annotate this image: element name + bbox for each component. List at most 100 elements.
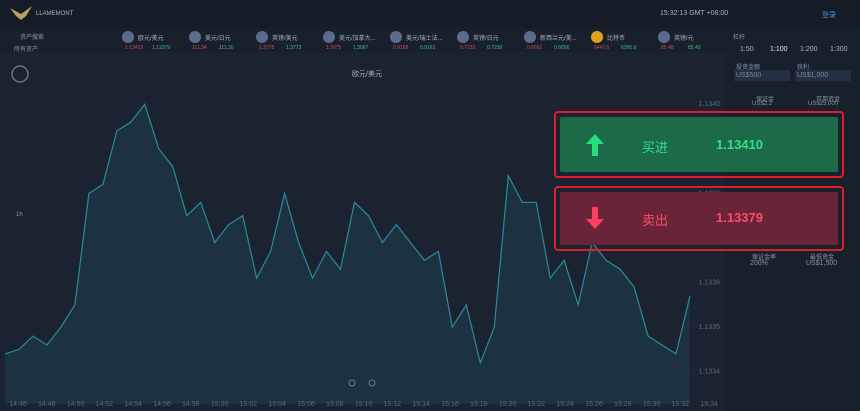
- chart-tool[interactable]: [11, 65, 29, 83]
- x-tick-label: 14:56: [153, 401, 171, 408]
- ratio-value: 200%: [750, 260, 768, 267]
- min-label: 最低资金: [810, 255, 835, 261]
- ticker-ask: 0.9163: [420, 45, 436, 51]
- x-tick-label: 14:54: [124, 401, 142, 408]
- invest-value[interactable]: US$500: [734, 70, 790, 81]
- leverage-label: 杠杆: [733, 35, 746, 41]
- x-tick-label: 14:50: [67, 401, 85, 408]
- profit-value: US$1,000: [795, 70, 851, 81]
- ticker-icon[interactable]: [390, 31, 402, 43]
- interval[interactable]: 1h: [16, 212, 23, 218]
- ticker-name[interactable]: 比特币: [607, 36, 626, 42]
- invest-label: 投资金额: [736, 65, 761, 71]
- x-tick-label: 15:08: [326, 401, 344, 408]
- ticker-ask: 1.13379: [152, 45, 171, 51]
- ticker-ask: 111.30: [219, 45, 234, 51]
- ticker-icon[interactable]: [457, 31, 469, 43]
- ticker-icon[interactable]: [256, 31, 268, 43]
- x-tick-label: 14:48: [38, 401, 56, 408]
- x-tick-label: 15:18: [470, 401, 488, 408]
- ticker-bid: 6447.5: [594, 45, 610, 51]
- leverage-option[interactable]: 1:50: [740, 46, 754, 53]
- ticker-bid: 0.6661: [527, 45, 543, 51]
- leverage-option[interactable]: 1:100: [770, 46, 788, 53]
- asset-filter[interactable]: 所有资产: [14, 47, 39, 53]
- ticker-bid: 0.9168: [393, 45, 409, 51]
- ticker-ask: 6395.6: [621, 45, 637, 51]
- x-tick-label: 15:14: [412, 401, 430, 408]
- ticker-name[interactable]: 英镑/日元: [473, 36, 499, 42]
- buy-label: 买进: [642, 140, 669, 155]
- ticker-icon[interactable]: [658, 31, 670, 43]
- x-tick-label: 15:28: [614, 401, 632, 408]
- sell-label: 卖出: [642, 213, 669, 228]
- logo-text: LLAMEMONT: [36, 11, 74, 17]
- ticker-icon[interactable]: [122, 31, 134, 43]
- ticker-name[interactable]: 英镑/美元: [272, 36, 298, 42]
- x-tick-label: 15:26: [585, 401, 603, 408]
- x-tick-label: 15:04: [268, 401, 286, 408]
- ticker-bid: 1.13413: [125, 45, 144, 51]
- margin-value: US$2.2: [752, 101, 773, 107]
- ticker-name[interactable]: 新西兰元/美...: [540, 36, 577, 42]
- down-arrow: [586, 207, 604, 229]
- y-tick-label: 1.1336: [699, 279, 721, 286]
- funds-value: US$25,000: [808, 101, 839, 107]
- sell-price: 1.13379: [716, 210, 763, 225]
- ticker-bid: 111.34: [192, 45, 207, 51]
- ticker-name[interactable]: 欧元/美元: [138, 36, 164, 42]
- leverage-option[interactable]: 1:300: [830, 46, 848, 53]
- x-tick-label: 14:46: [9, 401, 27, 408]
- y-tick-label: 1.1334: [699, 369, 721, 376]
- x-tick-label: 15:02: [240, 401, 258, 408]
- x-tick-label: 15:06: [297, 401, 315, 408]
- x-tick-label: 15:24: [556, 401, 574, 408]
- ticker-icon[interactable]: [189, 31, 201, 43]
- x-tick-label: 14:58: [182, 401, 200, 408]
- ticker-name[interactable]: 英镑/元: [674, 36, 694, 42]
- x-tick-label: 15:32: [672, 401, 690, 408]
- ticker-icon[interactable]: [524, 31, 536, 43]
- top-bar: [0, 0, 860, 28]
- ticker-bid: 85.48: [661, 45, 674, 51]
- x-tick-label: 15:20: [499, 401, 517, 408]
- y-tick-label: 1.1340: [699, 101, 721, 108]
- ticker-icon[interactable]: [591, 31, 603, 43]
- ticker-name[interactable]: 美元/日元: [205, 36, 231, 42]
- price-line: [4, 103, 691, 365]
- ticker-bid: 1.3775: [259, 45, 275, 51]
- x-tick-label: 15:12: [384, 401, 402, 408]
- funds-label: 可用资金: [816, 97, 841, 103]
- ticker-ask: 1.3067: [353, 45, 369, 51]
- leverage-option[interactable]: 1:200: [800, 46, 818, 53]
- zoom-out[interactable]: [348, 379, 356, 387]
- logo-icon: [10, 6, 32, 20]
- ticker-ask: 85.40: [688, 45, 701, 51]
- ratio-label: 保证金率: [752, 255, 777, 261]
- ticker-bid: 1.3075: [326, 45, 342, 51]
- x-tick-label: 15:10: [355, 401, 373, 408]
- x-tick-label: 15:30: [643, 401, 661, 408]
- x-tick-label: 15:34: [700, 401, 718, 408]
- sell-button[interactable]: 卖出 1.13379: [554, 186, 844, 251]
- margin-label: 保证金: [756, 97, 775, 103]
- buy-button[interactable]: 买进 1.13410: [554, 111, 844, 178]
- ticker-icon[interactable]: [323, 31, 335, 43]
- x-tick-label: 15:16: [441, 401, 459, 408]
- ticker-row: [115, 28, 725, 52]
- up-arrow: [586, 134, 604, 156]
- login[interactable]: 登录: [822, 12, 836, 19]
- search-panel: [0, 28, 115, 52]
- profit-label: 获利: [797, 65, 810, 71]
- zoom-in[interactable]: [368, 379, 376, 387]
- chart-title: 欧元/美元: [352, 71, 382, 78]
- ticker-ask: 0.6656: [554, 45, 570, 51]
- ticker-name[interactable]: 美元/加拿大...: [339, 36, 376, 42]
- x-tick-label: 15:22: [528, 401, 546, 408]
- clock: 15:32:13 GMT +08:00: [660, 10, 729, 17]
- ticker-ask: 1.3773: [286, 45, 302, 51]
- buy-price: 1.13410: [716, 137, 763, 152]
- ticker-name[interactable]: 美元/瑞士法...: [406, 36, 443, 42]
- search-input[interactable]: 资产搜索: [20, 35, 45, 41]
